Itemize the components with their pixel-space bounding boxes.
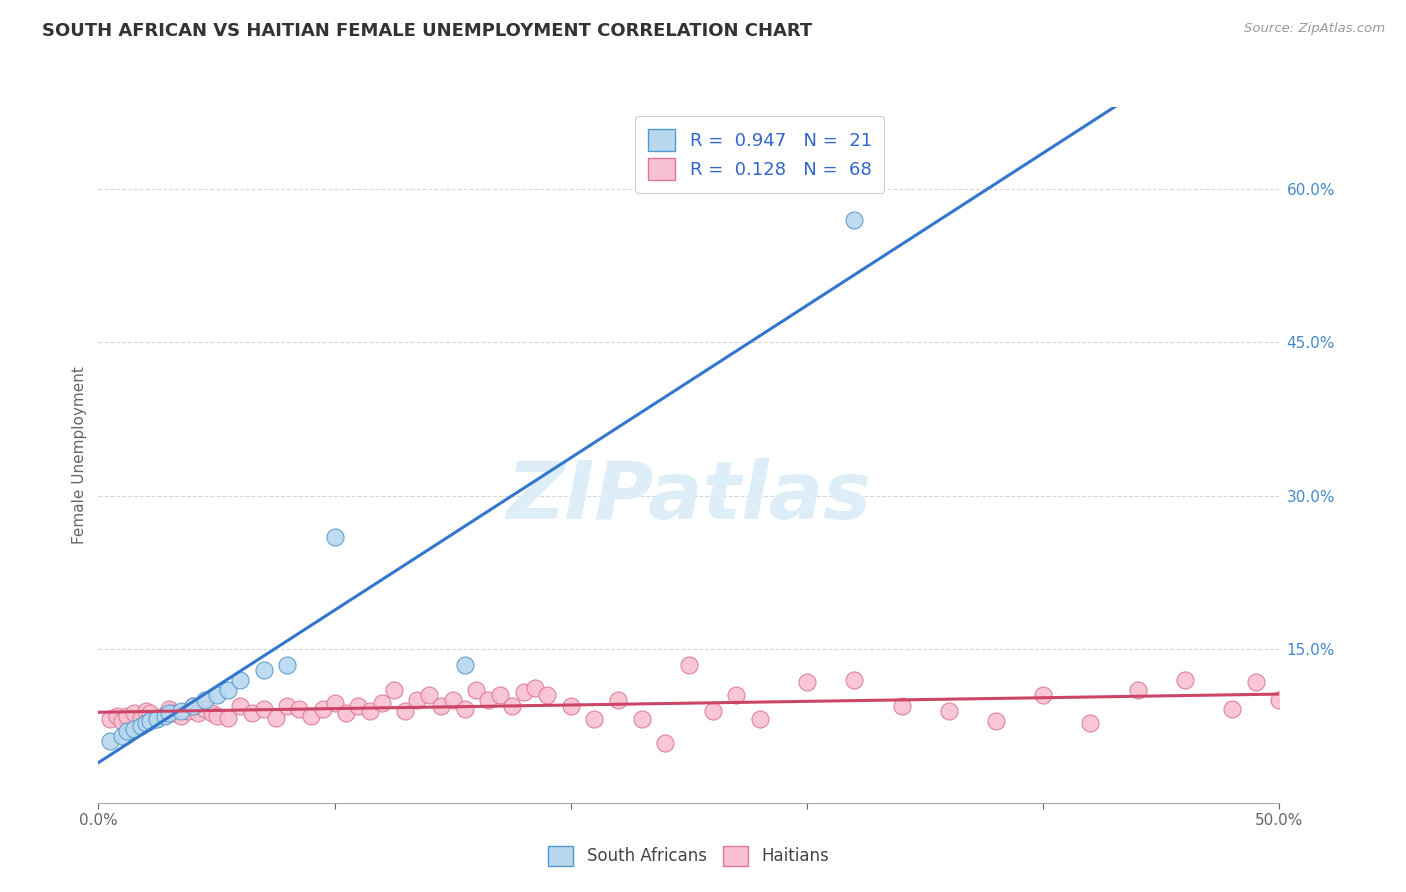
- Point: [725, 689, 748, 703]
- Point: [1174, 673, 1197, 687]
- Text: ZIPatlas: ZIPatlas: [506, 458, 872, 536]
- Point: [512, 685, 534, 699]
- Point: [489, 689, 512, 703]
- Point: [1032, 689, 1054, 703]
- Point: [844, 673, 866, 687]
- Point: [111, 714, 134, 728]
- Point: [98, 734, 121, 748]
- Point: [748, 712, 770, 726]
- Point: [1080, 716, 1102, 731]
- Legend: South Africans, Haitians: South Africans, Haitians: [540, 838, 838, 874]
- Point: [229, 673, 252, 687]
- Point: [146, 711, 169, 725]
- Point: [153, 707, 176, 722]
- Point: [453, 657, 475, 672]
- Point: [844, 212, 866, 227]
- Point: [181, 698, 204, 713]
- Point: [139, 714, 162, 728]
- Point: [560, 698, 582, 713]
- Point: [524, 681, 547, 696]
- Point: [371, 696, 394, 710]
- Point: [359, 704, 381, 718]
- Point: [135, 704, 157, 718]
- Point: [394, 704, 416, 718]
- Point: [129, 719, 152, 733]
- Point: [1220, 701, 1243, 715]
- Point: [111, 729, 134, 743]
- Point: [441, 693, 464, 707]
- Point: [264, 711, 287, 725]
- Point: [194, 701, 217, 715]
- Point: [583, 712, 606, 726]
- Point: [157, 706, 180, 720]
- Point: [536, 689, 558, 703]
- Point: [607, 693, 630, 707]
- Point: [796, 675, 818, 690]
- Point: [122, 722, 145, 736]
- Point: [418, 689, 440, 703]
- Point: [115, 708, 138, 723]
- Point: [157, 701, 180, 715]
- Point: [276, 657, 298, 672]
- Point: [453, 701, 475, 715]
- Point: [654, 736, 676, 750]
- Point: [229, 698, 252, 713]
- Point: [187, 706, 209, 720]
- Point: [938, 704, 960, 718]
- Point: [477, 693, 499, 707]
- Point: [217, 683, 239, 698]
- Point: [406, 693, 429, 707]
- Point: [501, 698, 523, 713]
- Point: [253, 663, 276, 677]
- Point: [135, 716, 157, 731]
- Point: [702, 704, 724, 718]
- Point: [105, 708, 128, 723]
- Point: [177, 704, 200, 718]
- Point: [1244, 675, 1267, 690]
- Point: [1268, 693, 1291, 707]
- Text: Source: ZipAtlas.com: Source: ZipAtlas.com: [1244, 22, 1385, 36]
- Point: [678, 657, 700, 672]
- Point: [240, 706, 263, 720]
- Point: [323, 696, 346, 710]
- Point: [170, 704, 193, 718]
- Point: [98, 712, 121, 726]
- Point: [253, 701, 276, 715]
- Point: [217, 711, 239, 725]
- Point: [115, 724, 138, 739]
- Point: [465, 683, 488, 698]
- Point: [181, 698, 204, 713]
- Point: [430, 698, 453, 713]
- Point: [201, 706, 224, 720]
- Point: [129, 711, 152, 725]
- Point: [890, 698, 912, 713]
- Point: [170, 708, 193, 723]
- Point: [382, 683, 405, 698]
- Point: [205, 708, 228, 723]
- Point: [288, 701, 311, 715]
- Point: [1126, 683, 1149, 698]
- Point: [205, 689, 228, 703]
- Point: [276, 698, 298, 713]
- Point: [139, 706, 162, 720]
- Point: [146, 712, 169, 726]
- Point: [335, 706, 357, 720]
- Point: [312, 701, 335, 715]
- Text: SOUTH AFRICAN VS HAITIAN FEMALE UNEMPLOYMENT CORRELATION CHART: SOUTH AFRICAN VS HAITIAN FEMALE UNEMPLOY…: [42, 22, 813, 40]
- Point: [163, 706, 186, 720]
- Point: [122, 706, 145, 720]
- Y-axis label: Female Unemployment: Female Unemployment: [72, 366, 87, 544]
- Point: [323, 530, 346, 544]
- Point: [347, 698, 370, 713]
- Point: [153, 708, 176, 723]
- Point: [299, 708, 322, 723]
- Point: [630, 712, 652, 726]
- Point: [194, 693, 217, 707]
- Point: [984, 714, 1007, 728]
